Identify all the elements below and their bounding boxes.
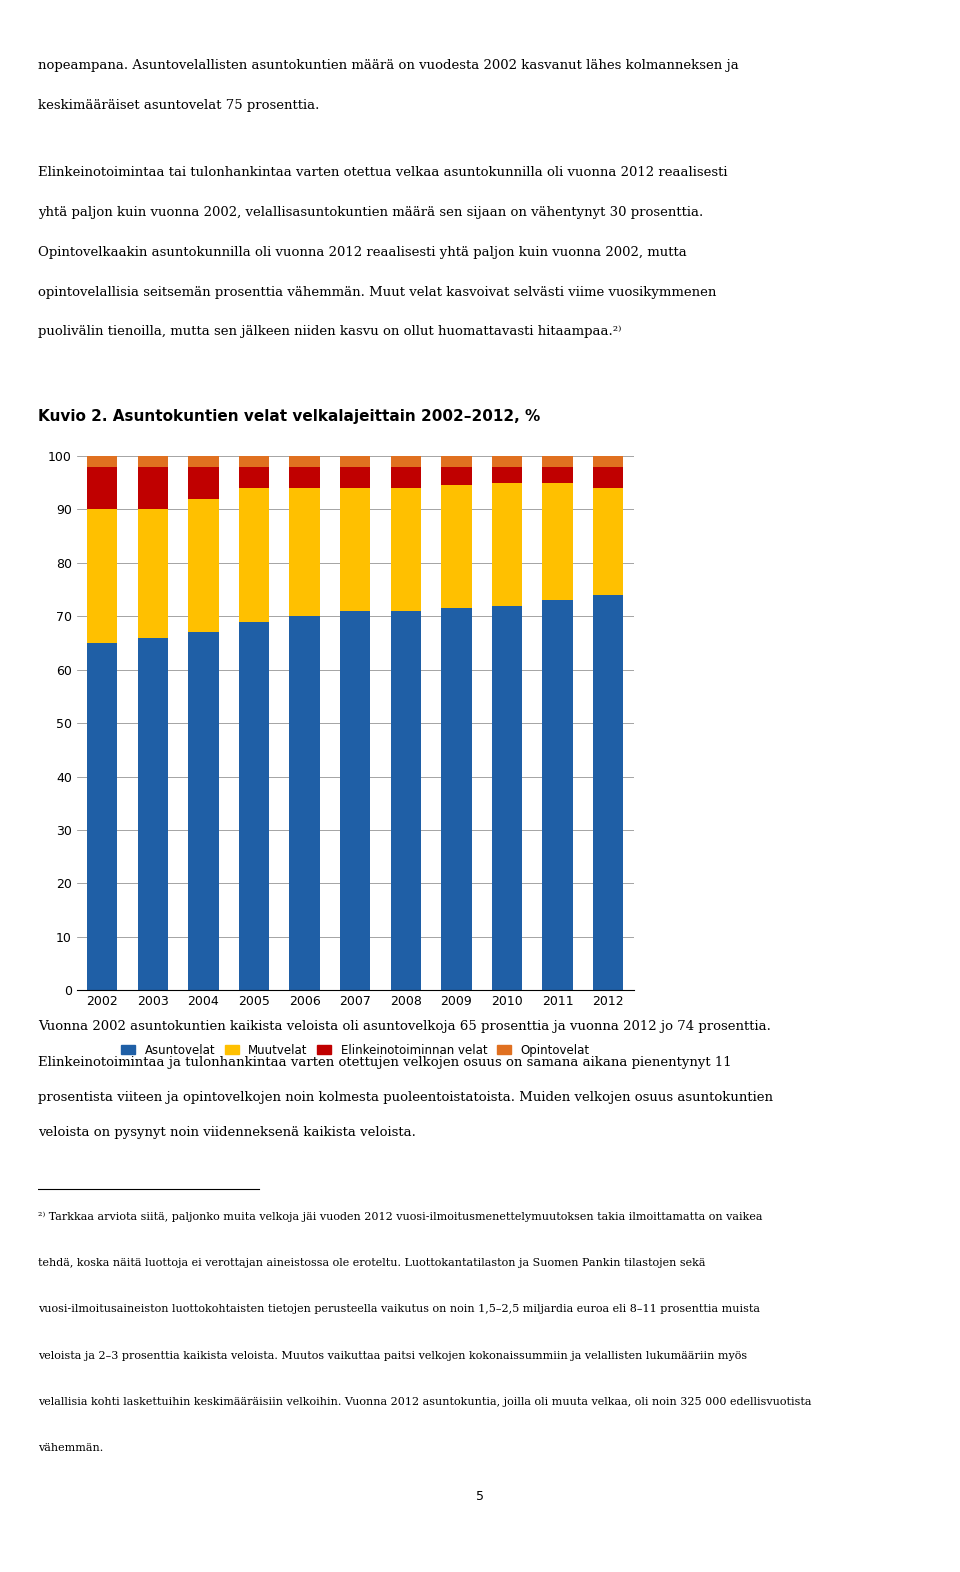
Bar — [340, 612, 371, 990]
Bar — [391, 467, 421, 487]
Text: 5: 5 — [476, 1490, 484, 1503]
Bar — [492, 456, 522, 467]
Bar — [593, 594, 623, 990]
Text: nopeampana. Asuntovelallisten asuntokuntien määrä on vuodesta 2002 kasvanut lähe: nopeampana. Asuntovelallisten asuntokunt… — [38, 60, 739, 72]
Bar — [137, 509, 168, 638]
Text: vuosi-ilmoitusaineiston luottokohtaisten tietojen perusteella vaikutus on noin 1: vuosi-ilmoitusaineiston luottokohtaisten… — [38, 1305, 760, 1314]
Bar — [289, 487, 320, 616]
Bar — [87, 456, 117, 467]
Text: ²⁾ Tarkkaa arviota siitä, paljonko muita velkoja jäi vuoden 2012 vuosi-ilmoitusm: ²⁾ Tarkkaa arviota siitä, paljonko muita… — [38, 1212, 763, 1223]
Text: tehdä, koska näitä luottoja ei verottajan aineistossa ole eroteltu. Luottokantat: tehdä, koska näitä luottoja ei verottaja… — [38, 1258, 706, 1269]
Text: veloista on pysynyt noin viidenneksenä kaikista veloista.: veloista on pysynyt noin viidenneksenä k… — [38, 1126, 417, 1140]
Bar — [442, 456, 471, 467]
Bar — [492, 467, 522, 483]
Bar — [391, 487, 421, 612]
Text: prosentista viiteen ja opintovelkojen noin kolmesta puoleentoistatoista. Muiden : prosentista viiteen ja opintovelkojen no… — [38, 1091, 774, 1104]
Bar — [188, 632, 219, 990]
Text: Opintovelkaakin asuntokunnilla oli vuonna 2012 reaalisesti yhtä paljon kuin vuon: Opintovelkaakin asuntokunnilla oli vuonn… — [38, 245, 687, 259]
Bar — [391, 456, 421, 467]
Bar — [239, 456, 269, 467]
Bar — [137, 467, 168, 509]
Bar — [239, 467, 269, 487]
Text: vähemmän.: vähemmän. — [38, 1443, 104, 1453]
Bar — [542, 601, 573, 990]
Text: Elinkeinotoimintaa ja tulonhankintaa varten otettujen velkojen osuus on samana a: Elinkeinotoimintaa ja tulonhankintaa var… — [38, 1056, 732, 1069]
Bar — [137, 456, 168, 467]
Text: puolivälin tienoilla, mutta sen jälkeen niiden kasvu on ollut huomattavasti hita: puolivälin tienoilla, mutta sen jälkeen … — [38, 325, 622, 338]
Text: Elinkeinotoimintaa tai tulonhankintaa varten otettua velkaa asuntokunnilla oli v: Elinkeinotoimintaa tai tulonhankintaa va… — [38, 167, 728, 179]
Text: keskimääräiset asuntovelat 75 prosenttia.: keskimääräiset asuntovelat 75 prosenttia… — [38, 99, 320, 112]
Bar — [542, 456, 573, 467]
Bar — [340, 456, 371, 467]
Bar — [492, 605, 522, 990]
Bar — [188, 456, 219, 467]
Bar — [391, 612, 421, 990]
Text: yhtä paljon kuin vuonna 2002, velallisasuntokuntien määrä sen sijaan on vähentyn: yhtä paljon kuin vuonna 2002, velallisas… — [38, 206, 704, 219]
Bar — [87, 467, 117, 509]
Bar — [137, 638, 168, 990]
Text: velallisia kohti laskettuihin keskimääräisiin velkoihin. Vuonna 2012 asuntokunti: velallisia kohti laskettuihin keskimäärä… — [38, 1398, 812, 1407]
Text: opintovelallisia seitsemän prosenttia vähemmän. Muut velat kasvoivat selvästi vi: opintovelallisia seitsemän prosenttia vä… — [38, 286, 717, 299]
Text: veloista ja 2–3 prosenttia kaikista veloista. Muutos vaikuttaa paitsi velkojen k: veloista ja 2–3 prosenttia kaikista velo… — [38, 1350, 748, 1361]
Bar — [87, 509, 117, 643]
Bar — [188, 467, 219, 498]
Bar — [340, 467, 371, 487]
Text: Vuonna 2002 asuntokuntien kaikista veloista oli asuntovelkoja 65 prosenttia ja v: Vuonna 2002 asuntokuntien kaikista veloi… — [38, 1020, 771, 1033]
Legend: Asuntovelat, Muutvelat, Elinkeinotoiminnan velat, Opintovelat: Asuntovelat, Muutvelat, Elinkeinotoiminn… — [116, 1039, 594, 1061]
Text: Kuvio 2. Asuntokuntien velat velkalajeittain 2002–2012, %: Kuvio 2. Asuntokuntien velat velkalajeit… — [38, 409, 540, 424]
Bar — [593, 467, 623, 487]
Bar — [542, 483, 573, 601]
Bar — [188, 498, 219, 632]
Bar — [593, 456, 623, 467]
Bar — [289, 467, 320, 487]
Bar — [442, 486, 471, 608]
Bar — [87, 643, 117, 990]
Bar — [593, 487, 623, 594]
Bar — [492, 483, 522, 605]
Bar — [289, 616, 320, 990]
Bar — [239, 621, 269, 990]
Bar — [239, 487, 269, 621]
Bar — [542, 467, 573, 483]
Bar — [442, 467, 471, 486]
Bar — [442, 608, 471, 990]
Bar — [289, 456, 320, 467]
Bar — [340, 487, 371, 612]
